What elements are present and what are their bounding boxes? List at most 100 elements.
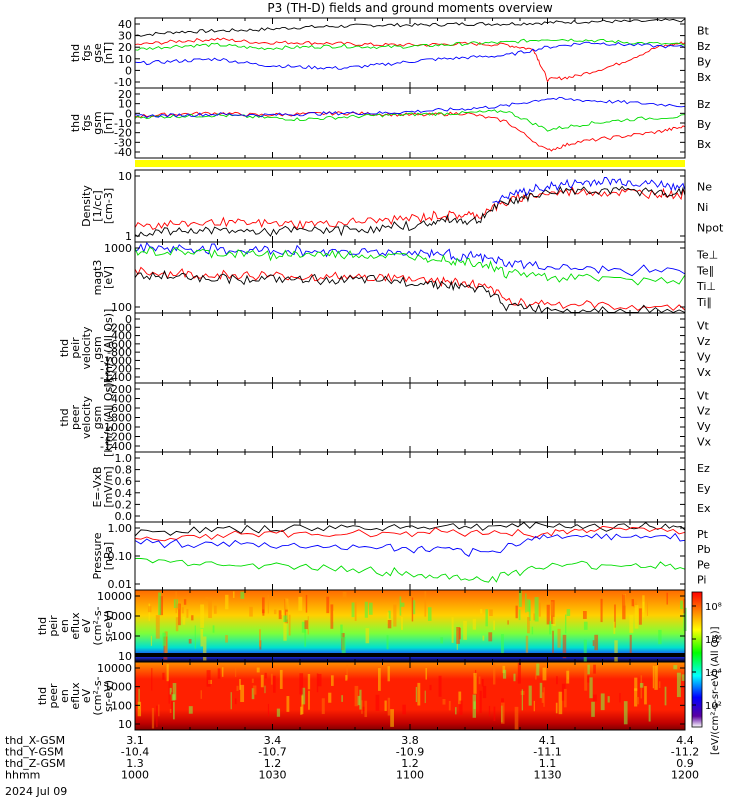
x-tick-label: 1.1	[539, 757, 557, 770]
y-tick-label: -40	[114, 146, 132, 159]
panel-pressure: 1.00 0.10 0.01 Pressure[nPa] Pt Pb Pe Pi	[91, 521, 711, 591]
y-tick-label: -1400	[100, 371, 132, 384]
legend-By: By	[697, 56, 712, 69]
x-tick-label: 3.4	[264, 734, 282, 747]
chart-title: P3 (TH-D) fields and ground moments over…	[267, 1, 552, 15]
y-tick-label: 1000	[104, 242, 132, 255]
x-axis-row-name: hhmm	[5, 769, 40, 782]
series-Npot	[492, 177, 686, 204]
y-tick-label: -10	[114, 76, 132, 89]
x-tick-label: -10.7	[258, 746, 286, 759]
colorbar-tick-label: 10⁸	[705, 602, 722, 613]
y-axis-label: magt3	[91, 260, 104, 296]
x-tick-label: 1.2	[264, 757, 282, 770]
x-tick-label: -10.4	[121, 746, 149, 759]
y-axis-label: thd	[58, 408, 71, 426]
legend-Npot: Npot	[697, 222, 724, 235]
y-axis-label: eflux	[69, 612, 82, 640]
x-axis-row-name: thd_Y-GSM	[5, 746, 64, 759]
y-tick-label: -1200	[100, 363, 132, 376]
y-tick-label: 10	[118, 170, 132, 183]
y-tick-label: 1.00	[108, 522, 133, 535]
spectrogram-noise-band	[135, 653, 685, 657]
y-tick-label: 10000	[97, 590, 132, 603]
y-tick-label: 0	[125, 64, 132, 77]
legend-Vy: Vy	[697, 351, 711, 364]
legend-Bx: Bx	[697, 138, 712, 151]
y-tick-label: 0.4	[115, 487, 133, 500]
x-tick-label: 4.4	[676, 734, 694, 747]
y-axis-label: [nPa]	[102, 542, 115, 570]
x-axis-row-name: thd_X-GSM	[5, 734, 65, 747]
y-tick-label: 0	[125, 107, 132, 120]
legend-By: By	[697, 118, 712, 131]
y-axis-label: thd	[58, 339, 71, 357]
series-Bt	[134, 18, 686, 37]
panel-efield: 1.00.80.60.40.20.0 E=-VxB[mV/m] Ez Ey Ex	[91, 451, 711, 523]
x-tick-label: 0.9	[676, 757, 694, 770]
y-axis-label: eV	[80, 688, 93, 703]
series-Bz	[134, 37, 686, 83]
panel-density: 10 1 Density[1/cc][cm-3] Ne Ni Npot	[80, 169, 724, 243]
y-tick-label: 0.0	[115, 510, 133, 523]
y-axis-label: thd	[69, 44, 82, 62]
series-Ti⊥	[134, 241, 686, 277]
y-axis-label: gsm	[91, 406, 104, 429]
y-tick-label: 10	[118, 53, 132, 66]
y-tick-label: 0.8	[115, 464, 133, 477]
y-axis-label: peir	[47, 615, 60, 637]
panel-frame	[134, 17, 686, 89]
legend-Vy: Vy	[697, 420, 711, 433]
legend-Pe: Pe	[697, 558, 710, 571]
x-tick-label: 1.3	[126, 757, 144, 770]
series-Ne	[134, 185, 686, 230]
panel-frame	[134, 451, 686, 523]
legend-Ni: Ni	[697, 201, 708, 214]
legend-Pi: Pi	[697, 573, 706, 586]
y-axis-label: eV	[80, 618, 93, 633]
y-axis-label: peir	[69, 337, 82, 359]
series-Bx	[134, 96, 686, 119]
y-axis-label: (cm²-s-	[91, 676, 104, 715]
x-tick-label: -11.2	[671, 746, 699, 759]
y-axis-label: sr-eV)	[102, 610, 115, 642]
y-tick-label: -20	[114, 127, 132, 140]
y-axis-label: [km/s (All Qs)]	[102, 378, 115, 457]
legend-Vx: Vx	[697, 366, 712, 379]
x-tick-label: 1.2	[401, 757, 419, 770]
y-tick-label: -200	[107, 321, 132, 334]
x-tick-label: 4.1	[539, 734, 557, 747]
series-Ti∥	[134, 246, 686, 286]
y-axis-label: velocity	[80, 396, 93, 439]
y-tick-label: -600	[107, 338, 132, 351]
x-tick-label: 3.1	[126, 734, 144, 747]
colorbar-tick-label: 10⁴	[705, 668, 722, 679]
y-tick-label: 0	[125, 313, 132, 326]
y-tick-label: -400	[107, 393, 132, 406]
data-gap-bar	[135, 160, 685, 167]
legend-Bz: Bz	[697, 40, 711, 53]
y-axis-label: en	[58, 689, 71, 703]
legend-Bt: Bt	[697, 24, 710, 37]
legend-Vt: Vt	[697, 319, 710, 332]
y-tick-label: -600	[107, 402, 132, 415]
legend-Ti∥: Ti∥	[696, 296, 712, 309]
y-axis-label: [cm-3]	[102, 188, 115, 224]
y-tick-label: -800	[107, 346, 132, 359]
y-tick-label: 40	[118, 18, 132, 31]
y-tick-label: -10	[114, 117, 132, 130]
legend-Ne: Ne	[697, 180, 712, 193]
y-tick-label: 10	[118, 650, 132, 663]
y-axis-label: fgs	[80, 44, 93, 61]
y-axis-label: en	[58, 619, 71, 633]
legend-Vt: Vt	[697, 389, 710, 402]
panel-frame	[134, 312, 686, 384]
y-tick-label: 1.0	[115, 452, 133, 465]
series-Te∥	[134, 269, 686, 314]
y-tick-label: -1200	[100, 431, 132, 444]
series-Pe	[134, 557, 686, 583]
y-tick-label: -1400	[100, 440, 132, 453]
spectrogram-texture	[137, 662, 686, 730]
panel-temp: 1000 100 magt3[eV] Te⊥ Te∥ Ti⊥ Ti∥	[91, 241, 718, 314]
